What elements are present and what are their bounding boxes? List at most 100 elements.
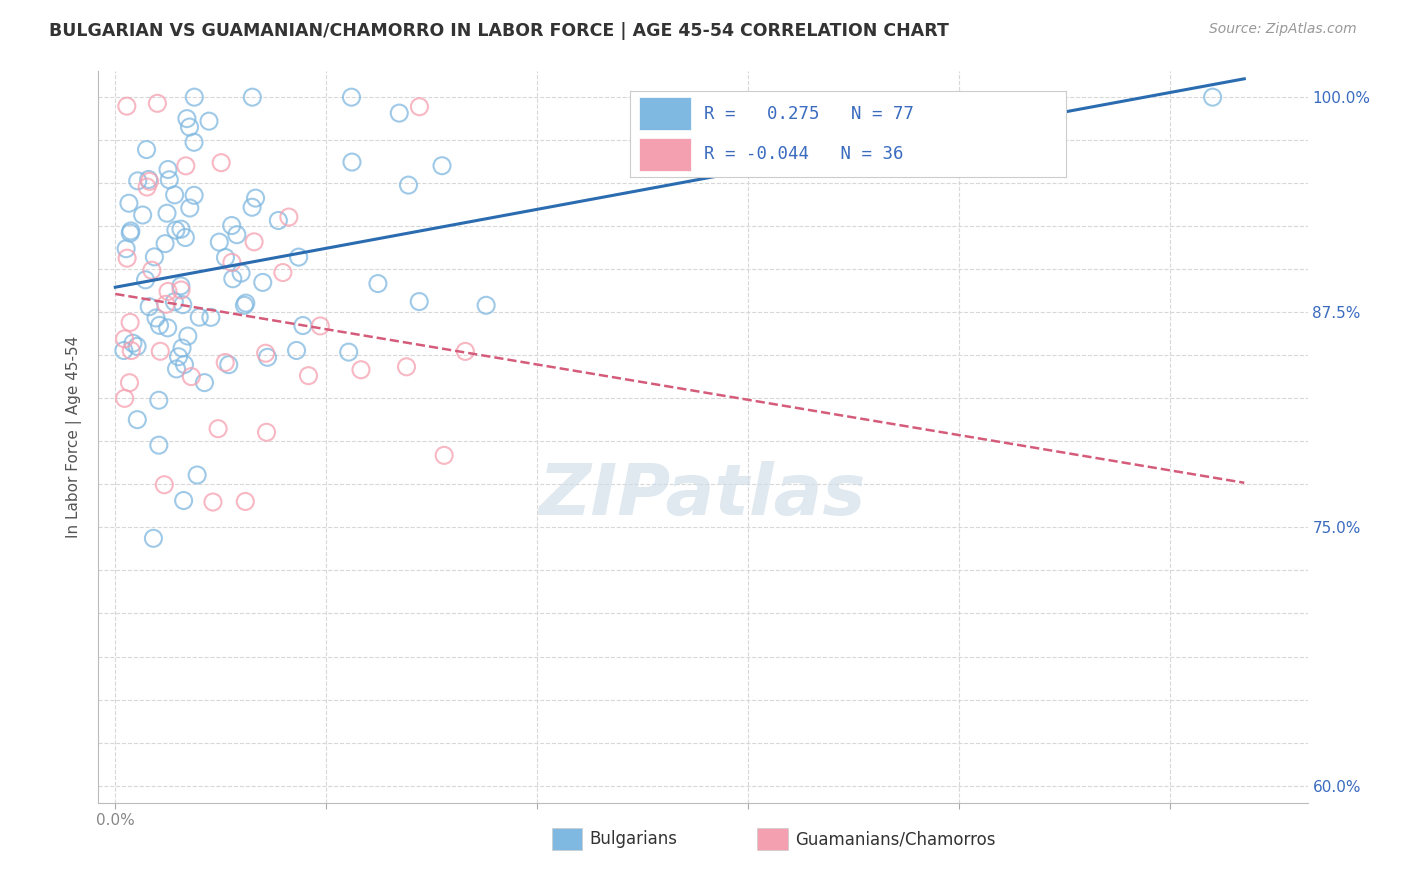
Point — [267, 213, 290, 227]
Point — [172, 341, 194, 355]
Point — [134, 273, 156, 287]
Point — [207, 422, 229, 436]
Point — [367, 277, 389, 291]
Point — [198, 114, 221, 128]
Point — [285, 343, 308, 358]
Point — [183, 90, 205, 104]
Point — [398, 178, 420, 193]
Point — [145, 310, 167, 325]
Point — [115, 251, 138, 265]
Point — [395, 359, 418, 374]
Text: Guamanians/Chamorros: Guamanians/Chamorros — [794, 830, 995, 848]
Point — [271, 266, 294, 280]
Point — [135, 143, 157, 157]
Point — [163, 187, 186, 202]
Point — [179, 201, 201, 215]
Point — [138, 172, 160, 186]
Point — [153, 477, 176, 491]
Point — [114, 392, 136, 406]
Point — [277, 210, 299, 224]
Point — [350, 363, 373, 377]
Point — [138, 300, 160, 314]
Point — [243, 235, 266, 249]
Point — [176, 112, 198, 126]
Point — [475, 298, 498, 312]
Point — [138, 174, 160, 188]
Point — [131, 208, 153, 222]
Point — [120, 224, 142, 238]
Point — [120, 226, 142, 240]
Point — [127, 412, 149, 426]
Point — [146, 96, 169, 111]
Point — [188, 310, 211, 325]
Point — [287, 250, 309, 264]
Point — [136, 180, 159, 194]
Y-axis label: In Labor Force | Age 45-54: In Labor Force | Age 45-54 — [66, 336, 83, 538]
Point — [183, 188, 205, 202]
Point — [221, 255, 243, 269]
Point — [148, 318, 170, 333]
Point — [256, 351, 278, 365]
Point — [430, 159, 453, 173]
Point — [254, 346, 277, 360]
Point — [122, 336, 145, 351]
Point — [118, 196, 141, 211]
Point — [156, 206, 179, 220]
Point — [1201, 90, 1223, 104]
Point — [180, 369, 202, 384]
Point — [142, 531, 165, 545]
Point — [233, 494, 256, 508]
Text: ZIPatlas: ZIPatlas — [540, 461, 866, 530]
Point — [170, 278, 193, 293]
Point — [214, 355, 236, 369]
Point — [174, 230, 197, 244]
Point — [112, 343, 135, 358]
Point — [221, 219, 243, 233]
Point — [172, 298, 194, 312]
Point — [186, 468, 208, 483]
Point — [155, 297, 177, 311]
Point — [233, 298, 256, 312]
Point — [165, 223, 187, 237]
Point — [148, 393, 170, 408]
Point — [225, 227, 247, 242]
Point — [127, 339, 149, 353]
Point — [208, 235, 231, 249]
Point — [163, 294, 186, 309]
Point — [340, 90, 363, 104]
Point — [174, 159, 197, 173]
Point — [115, 99, 138, 113]
Point — [291, 318, 314, 333]
Point — [149, 344, 172, 359]
Point — [340, 155, 363, 169]
Point — [218, 358, 240, 372]
Point — [256, 425, 278, 440]
Point — [183, 136, 205, 150]
Point — [193, 376, 215, 390]
Point — [209, 155, 232, 169]
Text: Source: ZipAtlas.com: Source: ZipAtlas.com — [1209, 22, 1357, 37]
Point — [235, 296, 257, 310]
Point — [143, 250, 166, 264]
Point — [245, 191, 267, 205]
Point — [173, 358, 195, 372]
Point — [173, 493, 195, 508]
Point — [156, 321, 179, 335]
Point — [166, 362, 188, 376]
Point — [120, 315, 142, 329]
Point — [167, 350, 190, 364]
Point — [170, 283, 193, 297]
Point — [179, 120, 201, 134]
Point — [222, 272, 245, 286]
Point — [240, 90, 263, 104]
Point — [388, 106, 411, 120]
Point — [200, 310, 222, 325]
Point — [118, 376, 141, 390]
Point — [141, 263, 163, 277]
Point — [120, 343, 142, 358]
Point — [214, 251, 236, 265]
Point — [229, 266, 252, 280]
Text: BULGARIAN VS GUAMANIAN/CHAMORRO IN LABOR FORCE | AGE 45-54 CORRELATION CHART: BULGARIAN VS GUAMANIAN/CHAMORRO IN LABOR… — [49, 22, 949, 40]
Point — [156, 162, 179, 177]
Text: Bulgarians: Bulgarians — [589, 830, 678, 848]
